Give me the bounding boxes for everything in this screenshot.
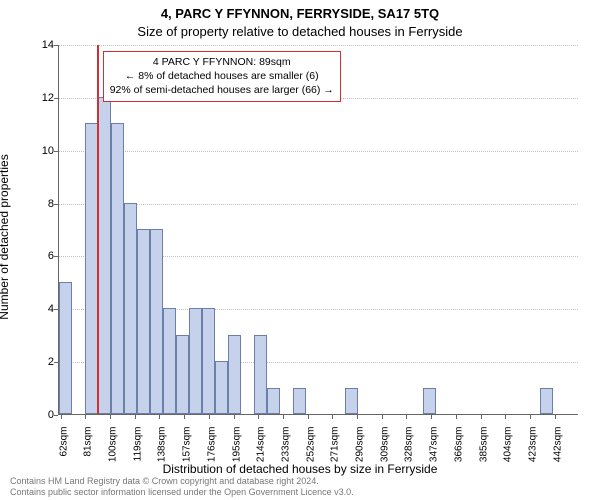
histogram-bar [423, 388, 436, 414]
y-tick-label: 0 [34, 409, 54, 421]
x-tick-label: 81sqm [83, 427, 94, 457]
x-tick-label: 442sqm [552, 427, 563, 463]
histogram-bar [150, 229, 163, 414]
histogram-bar [293, 388, 306, 414]
x-tick-mark [209, 415, 210, 419]
x-tick-mark [85, 415, 86, 419]
histogram-bar [124, 203, 137, 414]
histogram-bar [189, 308, 202, 414]
plot-area: 4 PARC Y FFYNNON: 89sqm ← 8% of detached… [58, 45, 578, 415]
x-tick-mark [505, 415, 506, 419]
chart-container: 4, PARC Y FFYNNON, FERRYSIDE, SA17 5TQ S… [0, 0, 600, 500]
annotation-box: 4 PARC Y FFYNNON: 89sqm ← 8% of detached… [103, 51, 341, 102]
histogram-bar [176, 335, 189, 414]
annotation-line1: 4 PARC Y FFYNNON: 89sqm [110, 55, 334, 69]
x-tick-mark [357, 415, 358, 419]
footer-line1: Contains HM Land Registry data © Crown c… [10, 476, 354, 487]
x-tick-label: 157sqm [182, 427, 193, 463]
x-tick-mark [481, 415, 482, 419]
chart-title-address: 4, PARC Y FFYNNON, FERRYSIDE, SA17 5TQ [0, 6, 600, 21]
y-tick-label: 6 [34, 250, 54, 262]
y-tick-label: 12 [34, 92, 54, 104]
histogram-bar [98, 97, 111, 414]
x-tick-label: 347sqm [429, 427, 440, 463]
x-tick-label: 252sqm [305, 427, 316, 463]
x-tick-mark [135, 415, 136, 419]
x-tick-label: 119sqm [132, 427, 143, 462]
histogram-bar [59, 282, 72, 414]
chart-title-description: Size of property relative to detached ho… [0, 24, 600, 39]
x-tick-mark [382, 415, 383, 419]
x-tick-label: 176sqm [206, 427, 217, 463]
y-tick-mark [54, 415, 58, 416]
x-tick-label: 404sqm [503, 427, 514, 463]
histogram-bar [228, 335, 241, 414]
x-tick-mark [283, 415, 284, 419]
y-tick-label: 2 [34, 356, 54, 368]
annotation-line2: ← 8% of detached houses are smaller (6) [110, 69, 334, 83]
reference-line [97, 45, 99, 414]
histogram-bar [540, 388, 553, 414]
x-tick-mark [308, 415, 309, 419]
x-axis-label: Distribution of detached houses by size … [0, 462, 600, 476]
x-tick-mark [431, 415, 432, 419]
x-tick-label: 214sqm [256, 427, 267, 463]
x-tick-mark [456, 415, 457, 419]
x-tick-label: 290sqm [355, 427, 366, 463]
x-tick-mark [406, 415, 407, 419]
x-tick-mark [159, 415, 160, 419]
footer-line2: Contains public sector information licen… [10, 487, 354, 498]
x-tick-mark [234, 415, 235, 419]
x-tick-label: 138sqm [157, 427, 168, 463]
x-tick-mark [332, 415, 333, 419]
gridline [59, 151, 578, 152]
annotation-line3: 92% of semi-detached houses are larger (… [110, 83, 334, 97]
x-tick-mark [110, 415, 111, 419]
x-tick-mark [555, 415, 556, 419]
histogram-bar [267, 388, 280, 414]
x-tick-label: 62sqm [58, 427, 69, 457]
histogram-bar [137, 229, 150, 414]
histogram-bar [215, 361, 228, 414]
y-tick-label: 8 [34, 198, 54, 210]
x-tick-label: 195sqm [231, 427, 242, 463]
y-tick-label: 4 [34, 303, 54, 315]
histogram-bar [254, 335, 267, 414]
footer-attribution: Contains HM Land Registry data © Crown c… [10, 476, 354, 498]
x-tick-label: 385sqm [478, 427, 489, 463]
histogram-bar [163, 308, 176, 414]
x-tick-mark [184, 415, 185, 419]
x-tick-label: 233sqm [280, 427, 291, 463]
y-tick-label: 14 [34, 39, 54, 51]
y-tick-label: 10 [34, 145, 54, 157]
x-tick-mark [530, 415, 531, 419]
x-tick-label: 366sqm [453, 427, 464, 463]
y-axis-label: Number of detached properties [0, 154, 11, 319]
x-tick-mark [258, 415, 259, 419]
histogram-bar [345, 388, 358, 414]
gridline [59, 45, 578, 46]
x-tick-label: 309sqm [379, 427, 390, 463]
x-tick-label: 271sqm [330, 427, 341, 463]
histogram-bar [202, 308, 215, 414]
x-tick-mark [61, 415, 62, 419]
histogram-bar [111, 123, 124, 414]
x-tick-label: 100sqm [108, 427, 119, 463]
x-tick-label: 423sqm [527, 427, 538, 463]
x-tick-label: 328sqm [404, 427, 415, 463]
